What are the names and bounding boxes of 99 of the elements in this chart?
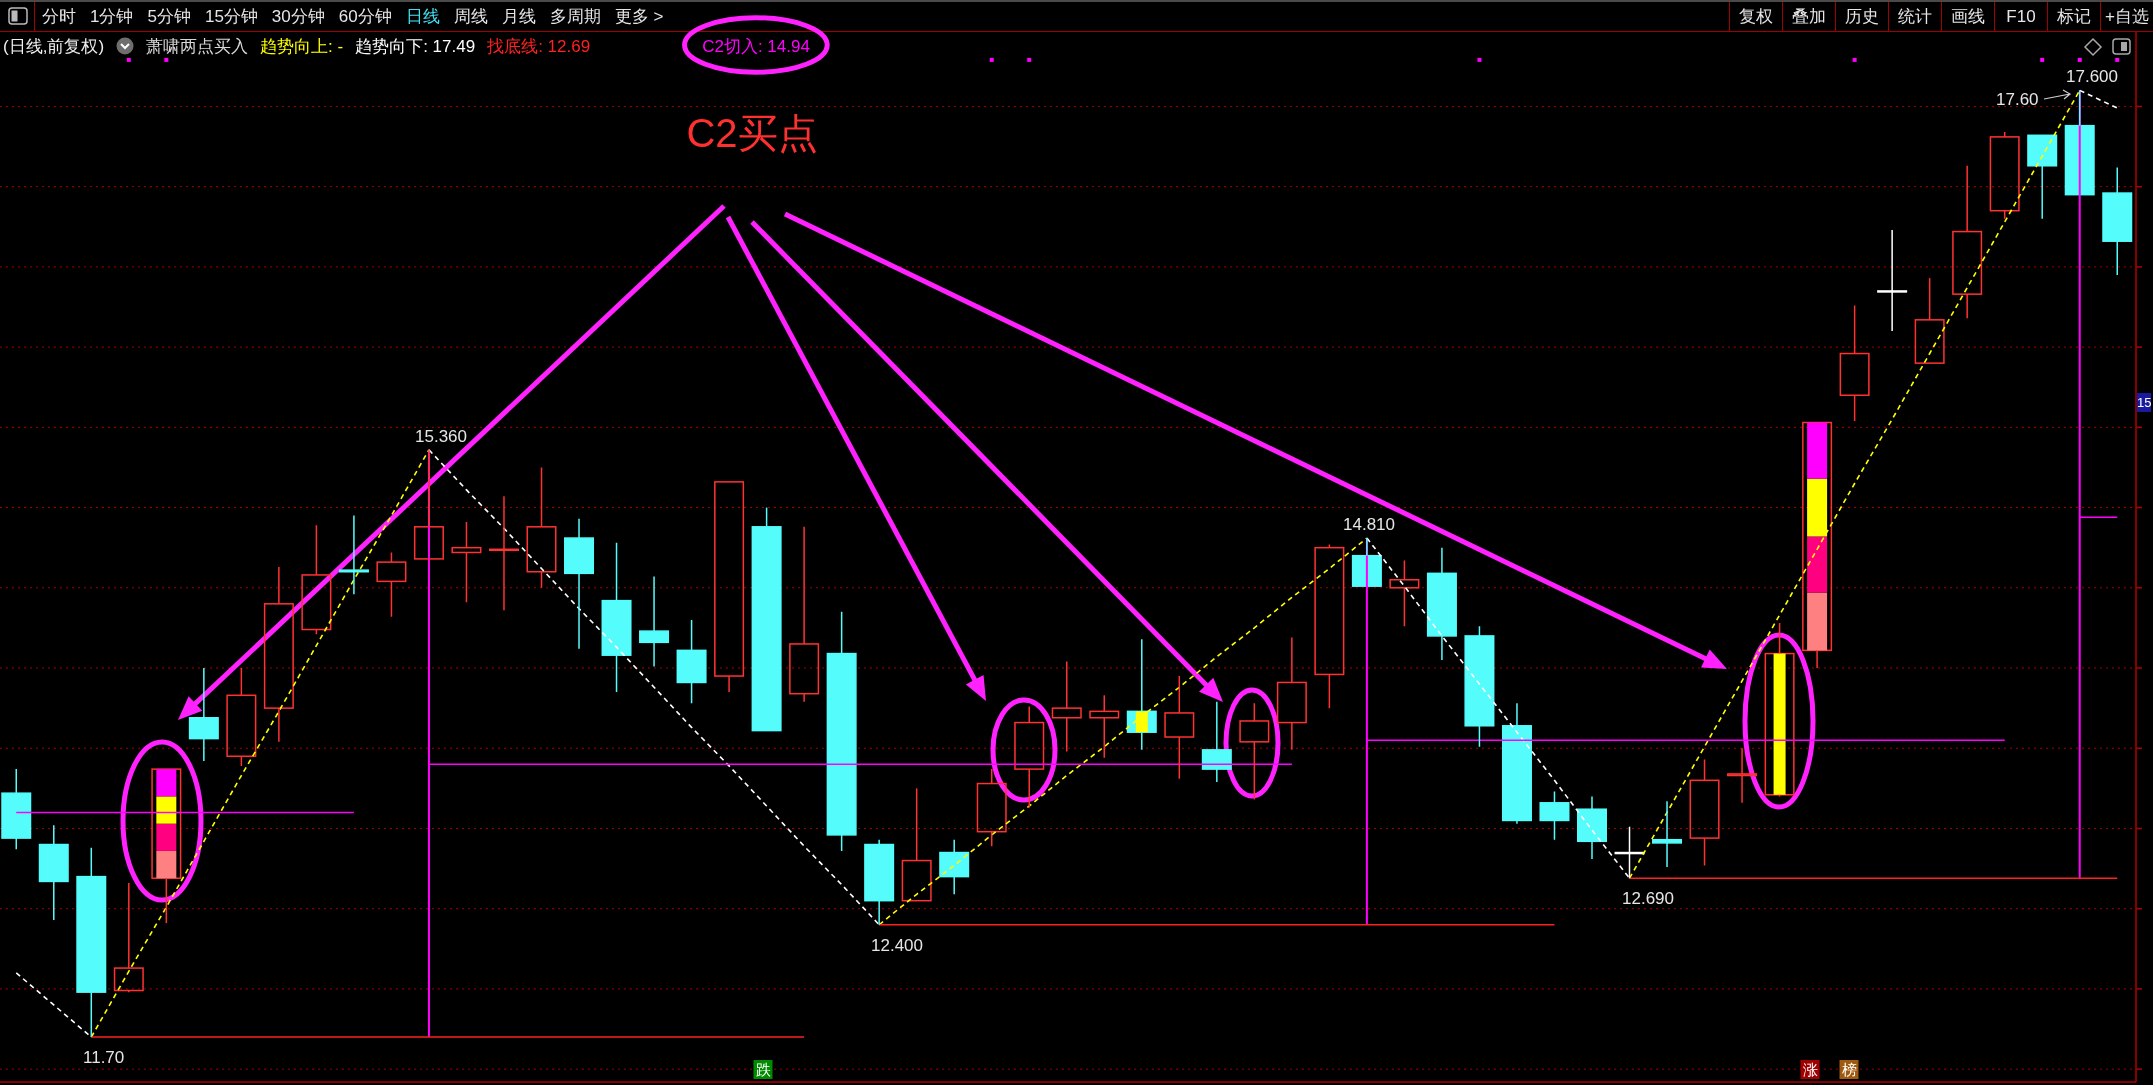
candlestick: [1539, 790, 1570, 841]
annotation: 17.60: [1996, 90, 2039, 109]
text: F10: [2006, 6, 2036, 27]
candlestick: [1014, 705, 1045, 809]
candlestick: [1314, 543, 1345, 709]
chart-subtitle: 萧啸两点买入: [146, 35, 249, 58]
bar: [156, 850, 177, 879]
candlestick: [1614, 826, 1645, 879]
candlestick: [789, 526, 820, 703]
candlestick: [1689, 758, 1720, 867]
candlestick: [488, 495, 519, 611]
candlestick: [601, 542, 632, 693]
text: 月线: [501, 6, 536, 28]
candlestick: [1051, 660, 1082, 753]
text: 分时: [42, 6, 76, 28]
annotation: 跌: [753, 1060, 773, 1079]
candlestick: [226, 667, 257, 767]
text: 30分钟: [271, 6, 325, 28]
bar: [1807, 422, 1828, 479]
candlestick: [1276, 636, 1307, 751]
candlestick: [1239, 702, 1270, 801]
text: 日线: [405, 6, 440, 28]
candlestick: [376, 551, 407, 618]
candlestick: [751, 506, 782, 732]
candlestick: [338, 514, 369, 595]
bar: [1807, 478, 1828, 537]
text: 15分钟: [204, 6, 258, 28]
candlestick: [1802, 421, 1833, 669]
candlestick: [714, 481, 745, 693]
text: 标记: [2057, 6, 2091, 28]
text: 5分钟: [147, 6, 191, 28]
candlestick: [1652, 800, 1683, 868]
candlestick: [1501, 702, 1532, 825]
text: 叠加: [1792, 6, 1826, 28]
candlestick: [1, 768, 32, 851]
text: 周线: [453, 6, 488, 28]
candlestick: [564, 518, 595, 650]
chart-title: (日线,前复权): [3, 35, 105, 58]
bar: [156, 796, 177, 824]
candlestick: [639, 575, 670, 668]
text: 复权: [1739, 6, 1773, 28]
annotation: 12.690: [1622, 889, 1674, 908]
candlestick: [263, 566, 294, 743]
candlestick: [1089, 694, 1120, 759]
candlestick: [1839, 304, 1870, 422]
candlestick: [1576, 795, 1607, 860]
candlestick: [2064, 89, 2095, 196]
candlestick: [976, 768, 1007, 847]
text: 60分钟: [338, 6, 392, 28]
candlestick: [1201, 700, 1232, 783]
candlestick: [1389, 559, 1420, 628]
candlestick: [1727, 747, 1758, 804]
annotation: 17.600: [2066, 67, 2118, 86]
text: +自选: [2105, 6, 2149, 28]
candlestick: [113, 882, 144, 993]
candlestick: [188, 667, 219, 762]
candlestick: [1164, 675, 1195, 780]
candlestick: [1426, 546, 1457, 661]
annotation: 11.70: [83, 1048, 125, 1067]
bar: [1807, 592, 1828, 651]
candlestick: [1764, 622, 1795, 798]
candlestick: [1464, 625, 1495, 748]
candlestick: [413, 449, 444, 562]
text: 更多 >: [614, 6, 664, 28]
text: C2切入: 14.94: [702, 35, 810, 58]
text: 趋势向下: 17.49: [355, 35, 476, 58]
text: 趋势向上: -: [260, 35, 344, 58]
candlestick: [1914, 277, 1945, 364]
candlestick: [1952, 165, 1983, 319]
text: 历史: [1845, 6, 1879, 28]
text: 多周期: [549, 6, 601, 28]
candlestick: [301, 524, 332, 636]
candlestick: [1877, 229, 1908, 332]
candlestick: [826, 611, 857, 852]
bar: [156, 823, 177, 851]
text: 15: [2137, 393, 2152, 412]
annotation: 涨: [1800, 1060, 1820, 1079]
text: 统计: [1898, 6, 1932, 28]
annotation: C2买点: [686, 111, 818, 155]
text: 画线: [1951, 6, 1985, 28]
candlestick: [2102, 166, 2133, 276]
bar: [156, 769, 177, 797]
candlestick: [76, 846, 107, 1038]
annotation: 14.810: [1343, 515, 1395, 534]
annotation: 12.400: [871, 936, 923, 955]
candlestick: [901, 787, 932, 902]
annotation: 榜: [1839, 1060, 1859, 1079]
candlestick: [676, 619, 707, 705]
candlestick: [451, 521, 482, 603]
candlestick: [864, 838, 895, 926]
text: 找底线: 12.69: [487, 35, 591, 58]
candlestick: [1351, 537, 1382, 587]
candlestick: [939, 838, 970, 896]
candlestick: [526, 466, 557, 589]
bar: [1807, 536, 1828, 593]
candlestick: [38, 824, 69, 921]
annotation: 15.360: [415, 427, 467, 446]
candlestick: [2027, 134, 2058, 220]
text: 1分钟: [90, 6, 134, 28]
